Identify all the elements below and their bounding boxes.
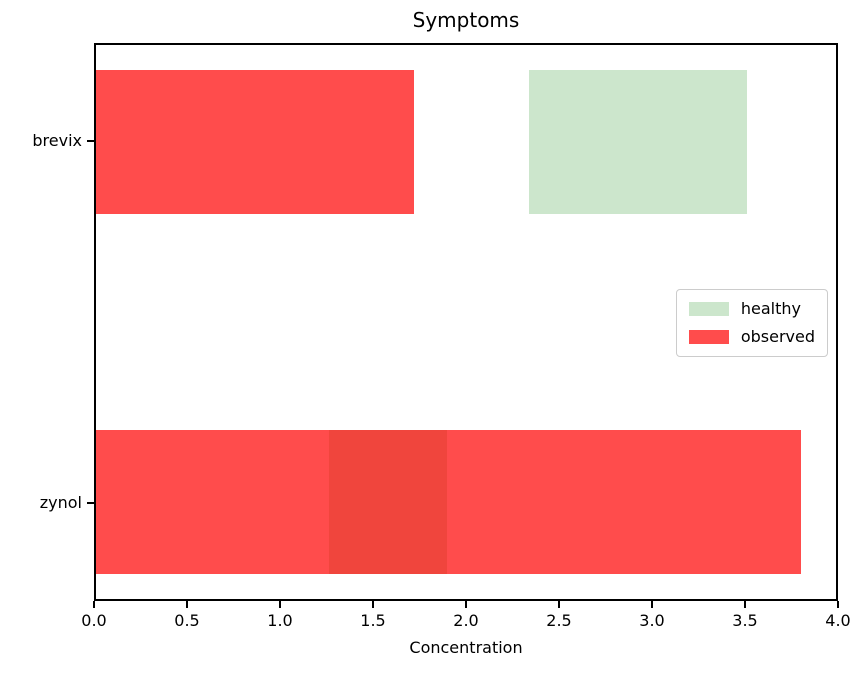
legend-item-observed: observed [688, 327, 815, 346]
y-tick-label-zynol: zynol [39, 493, 82, 513]
x-tick-mark [837, 601, 839, 608]
plot-area: healthy observed [94, 43, 838, 601]
legend-item-healthy: healthy [688, 299, 815, 318]
legend-swatch-observed [688, 330, 729, 344]
bar-observed-zynol [96, 429, 801, 574]
x-tick-mark [93, 601, 95, 608]
x-tick-mark [744, 601, 746, 608]
y-tick-label-brevix: brevix [32, 130, 82, 150]
x-tick-mark [186, 601, 188, 608]
x-tick-label: 1.0 [267, 611, 293, 630]
x-tick-label: 0.5 [174, 611, 200, 630]
legend: healthy observed [675, 289, 828, 357]
x-tick-label: 2.0 [453, 611, 479, 630]
x-tick-mark [372, 601, 374, 608]
bar-observed-brevix [96, 70, 415, 215]
x-tick-mark [558, 601, 560, 608]
x-tick-label: 1.5 [360, 611, 386, 630]
x-tick-mark [651, 601, 653, 608]
y-tick-mark [87, 139, 94, 142]
x-axis-label: Concentration [409, 638, 523, 657]
y-tick-mark [87, 502, 94, 505]
x-tick-mark [465, 601, 467, 608]
x-tick-label: 0.0 [81, 611, 107, 630]
bars-layer [96, 45, 836, 599]
legend-label-healthy: healthy [740, 299, 801, 318]
x-tick-mark [279, 601, 281, 608]
legend-label-observed: observed [740, 327, 815, 346]
x-tick-label: 2.5 [546, 611, 572, 630]
bar-healthy-brevix [528, 70, 748, 215]
x-tick-label: 4.0 [825, 611, 851, 630]
chart-title: Symptoms [412, 8, 520, 32]
x-tick-label: 3.5 [732, 611, 758, 630]
legend-swatch-healthy [688, 302, 729, 316]
x-tick-label: 3.0 [639, 611, 665, 630]
